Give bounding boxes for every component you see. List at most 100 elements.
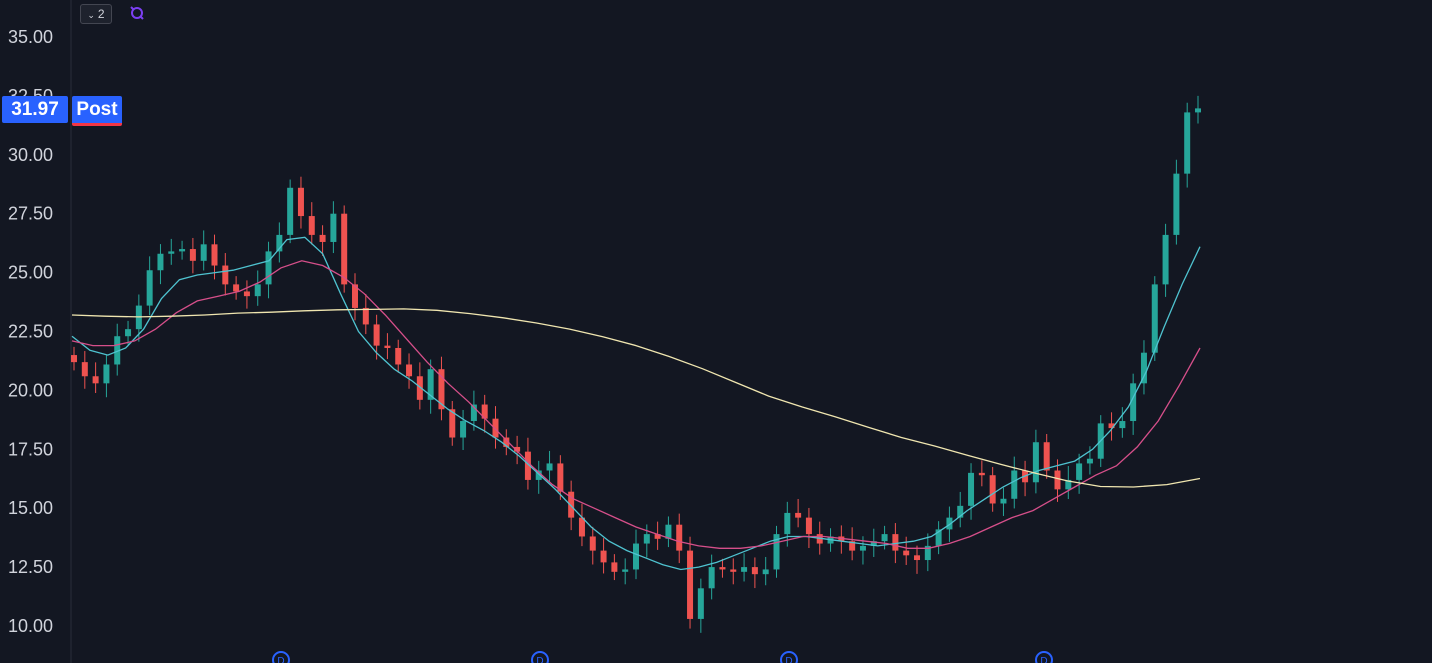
candle-body <box>578 517 585 537</box>
candle-body <box>1108 423 1115 429</box>
candle-body <box>157 253 164 271</box>
candle-body <box>1065 479 1072 490</box>
y-tick-label: 12.50 <box>8 557 53 577</box>
session-badge: Post <box>72 96 122 126</box>
candle-body <box>643 534 650 544</box>
candle-body <box>1076 463 1083 480</box>
candle-body <box>924 545 931 561</box>
y-tick-label: 22.50 <box>8 322 53 342</box>
candle-body <box>308 216 315 235</box>
candle-body <box>795 512 802 518</box>
candle-body <box>395 347 402 365</box>
candle-body <box>287 187 294 235</box>
candle-body <box>146 270 153 306</box>
candle-body <box>708 567 715 589</box>
dividend-marker[interactable]: D <box>780 651 798 663</box>
candle-body <box>946 517 953 530</box>
candle-body <box>892 534 899 551</box>
y-tick-label: 17.50 <box>8 439 53 459</box>
candle-body <box>870 541 877 546</box>
candle-body <box>1032 442 1039 483</box>
candle-body <box>373 324 380 346</box>
candle-body <box>1086 458 1093 464</box>
candle-body <box>503 437 510 447</box>
candle-body <box>751 567 758 575</box>
candle-body <box>1140 352 1147 384</box>
candle-body <box>611 562 618 572</box>
collapse-indicators-button[interactable]: ⌄ 2 <box>80 4 112 24</box>
candle-body <box>481 404 488 419</box>
svg-text:D: D <box>1040 656 1047 663</box>
candle-body <box>676 524 683 551</box>
candle-body <box>1043 442 1050 471</box>
candle-body <box>319 234 326 242</box>
y-tick-label: 20.00 <box>8 380 53 400</box>
candle-body <box>524 451 531 480</box>
candle-body <box>989 475 996 504</box>
candle-body <box>254 284 261 297</box>
y-tick-label: 27.50 <box>8 204 53 224</box>
svg-text:D: D <box>785 656 792 663</box>
candle-body <box>1119 421 1126 429</box>
moving-average-mid <box>71 260 1201 549</box>
candle-body <box>600 550 607 563</box>
candle-body <box>200 244 207 261</box>
candle-body <box>535 470 542 480</box>
candle-body <box>654 534 661 539</box>
candle-body <box>416 376 423 400</box>
candle-body <box>687 550 694 619</box>
candle-body <box>362 307 369 325</box>
candle-body <box>741 567 748 572</box>
candle-body <box>762 569 769 575</box>
sync-icon[interactable] <box>130 6 144 20</box>
chevron-down-icon: ⌄ <box>87 10 95 20</box>
candle-body <box>243 291 250 297</box>
candle-body <box>492 418 499 438</box>
candle-body <box>265 251 272 285</box>
candle-body <box>1173 173 1180 235</box>
candle-body <box>935 529 942 546</box>
candle-body <box>914 555 920 561</box>
candle-body <box>805 517 812 535</box>
moving-average-fast <box>71 236 1201 571</box>
candle-body <box>179 249 186 252</box>
dividend-marker[interactable]: D <box>1035 651 1053 663</box>
dividend-marker[interactable]: D <box>272 651 290 663</box>
moving-average-slow <box>71 308 1201 488</box>
candle-body <box>881 534 888 542</box>
candle-body <box>1011 470 1018 499</box>
y-tick-label: 35.00 <box>8 27 53 47</box>
y-tick-label: 25.00 <box>8 263 53 283</box>
candle-body <box>71 355 77 363</box>
candle-body <box>1195 108 1201 113</box>
candle-body <box>460 421 467 438</box>
candle-body <box>546 463 553 471</box>
last-price-badge: 31.97 <box>2 96 68 123</box>
y-tick-label: 30.00 <box>8 145 53 165</box>
candle-body <box>427 369 434 400</box>
candle-body <box>168 251 175 254</box>
candle-body <box>968 472 975 506</box>
candle-body <box>406 364 413 377</box>
candle-body <box>341 213 348 285</box>
y-tick-label: 15.00 <box>8 498 53 518</box>
candle-body <box>773 534 780 570</box>
svg-text:D: D <box>536 656 543 663</box>
candle-body <box>125 329 132 337</box>
dividend-marker[interactable]: D <box>531 651 549 663</box>
candle-body <box>189 249 196 261</box>
candle-body <box>103 364 110 384</box>
candle-body <box>449 409 456 438</box>
candle-body <box>1054 470 1061 490</box>
candle-body <box>92 376 99 384</box>
candle-body <box>352 284 358 308</box>
candle-body <box>730 569 737 572</box>
candle-body <box>384 345 391 348</box>
candle-body <box>297 187 304 217</box>
candle-body <box>211 244 218 266</box>
candle-body <box>978 472 985 476</box>
candle-body <box>784 512 791 535</box>
candle-body <box>568 491 575 518</box>
